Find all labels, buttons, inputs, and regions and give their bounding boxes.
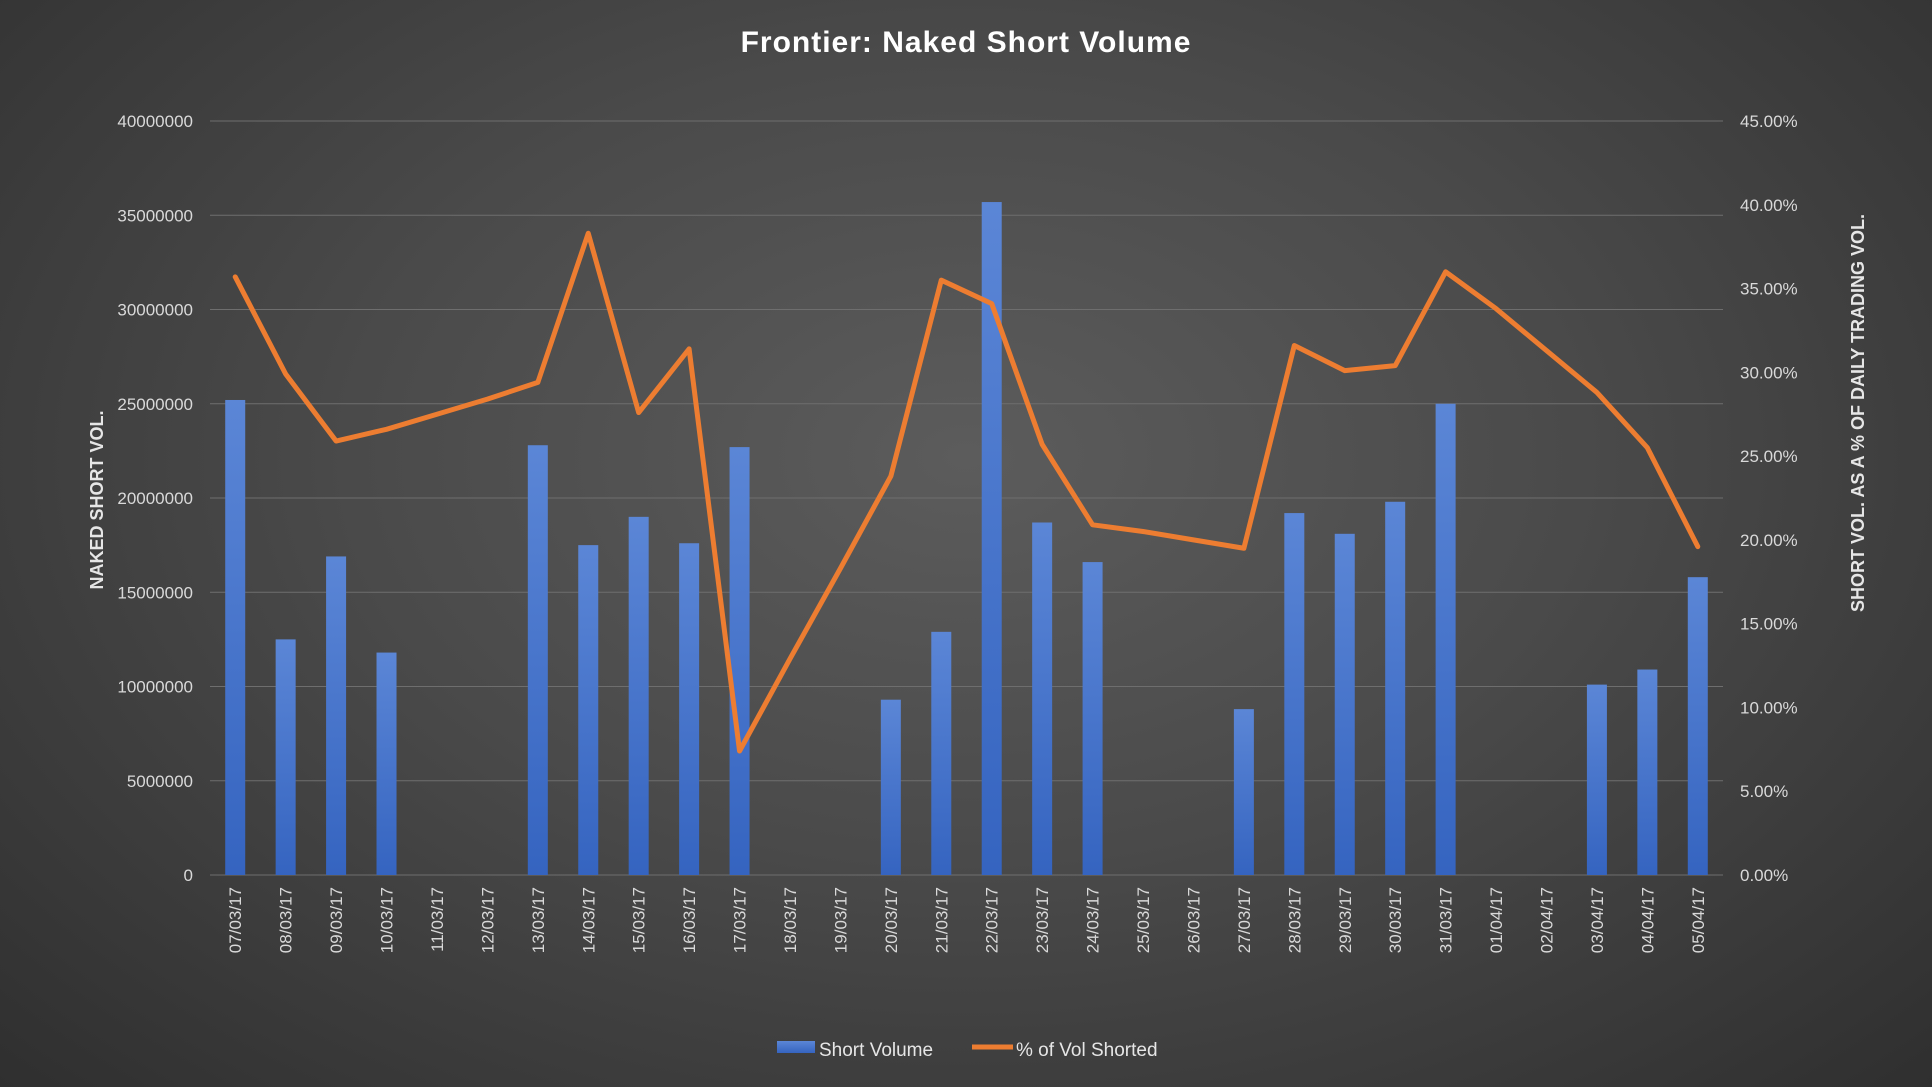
- short-volume-bar: [1284, 513, 1305, 875]
- x-tick-label: 26/03/17: [1184, 887, 1203, 953]
- x-tick-label: 21/03/17: [932, 887, 951, 953]
- x-tick-label: 28/03/17: [1285, 887, 1304, 953]
- short-volume-bar: [1637, 669, 1658, 875]
- left-tick-label: 35000000: [117, 206, 193, 225]
- short-volume-bar: [578, 545, 599, 875]
- legend: Short Volume % of Vol Shorted: [777, 1040, 1158, 1061]
- x-tick-label: 29/03/17: [1336, 887, 1355, 953]
- right-tick-label: 35.00%: [1740, 280, 1798, 299]
- x-tick-label: 08/03/17: [277, 887, 296, 953]
- x-tick-label: 07/03/17: [226, 887, 245, 953]
- short-volume-bar: [1687, 577, 1708, 875]
- short-volume-bar: [1586, 684, 1607, 875]
- x-tick-label: 20/03/17: [882, 887, 901, 953]
- x-tick-label: 05/04/17: [1689, 887, 1708, 953]
- x-tick-label: 10/03/17: [378, 887, 397, 953]
- short-volume-bar: [729, 447, 750, 875]
- right-tick-label: 20.00%: [1740, 531, 1798, 550]
- right-axis-ticks: 0.00% 5.00% 10.00% 15.00% 20.00% 25.00% 30.00%…: [1740, 112, 1798, 885]
- left-tick-label: 20000000: [117, 489, 193, 508]
- left-tick-label: 15000000: [117, 583, 193, 602]
- x-tick-label: 04/04/17: [1638, 887, 1657, 953]
- x-tick-label: 03/04/17: [1588, 887, 1607, 953]
- x-tick-label: 31/03/17: [1437, 887, 1456, 953]
- short-volume-bar: [628, 516, 649, 875]
- chart-title: Frontier: Naked Short Volume: [741, 26, 1192, 59]
- x-tick-label: 13/03/17: [529, 887, 548, 953]
- short-volume-bar: [679, 543, 700, 875]
- short-volume-bar: [1233, 709, 1254, 875]
- x-tick-label: 17/03/17: [731, 887, 750, 953]
- x-tick-label: 09/03/17: [327, 887, 346, 953]
- left-tick-label: 0: [184, 866, 193, 885]
- right-tick-label: 25.00%: [1740, 447, 1798, 466]
- pct-shorted-line: [232, 230, 1701, 754]
- short-volume-bar: [931, 631, 952, 875]
- legend-swatch-short-volume: [777, 1041, 815, 1053]
- right-tick-label: 40.00%: [1740, 196, 1798, 215]
- x-tick-label: 25/03/17: [1134, 887, 1153, 953]
- short-volume-bar: [1334, 533, 1355, 875]
- x-tick-label: 30/03/17: [1386, 887, 1405, 953]
- left-tick-label: 10000000: [117, 678, 193, 697]
- x-tick-label: 27/03/17: [1235, 887, 1254, 953]
- right-tick-label: 10.00%: [1740, 698, 1798, 717]
- line-series: [232, 230, 1701, 754]
- right-tick-label: 15.00%: [1740, 615, 1798, 634]
- x-axis-ticks: 07/03/17 08/03/17 09/03/17 10/03/17 11/03/17…: [226, 887, 1708, 953]
- right-tick-label: 45.00%: [1740, 112, 1798, 131]
- short-volume-bar: [1032, 522, 1053, 875]
- gridlines: [210, 120, 1723, 876]
- right-tick-label: 30.00%: [1740, 363, 1798, 382]
- right-axis-title: SHORT VOL. AS A % OF DAILY TRADING VOL.: [1848, 214, 1868, 612]
- left-tick-label: 5000000: [127, 772, 193, 791]
- x-tick-label: 15/03/17: [630, 887, 649, 953]
- left-tick-label: 40000000: [117, 112, 193, 131]
- x-tick-label: 14/03/17: [579, 887, 598, 953]
- x-tick-label: 19/03/17: [831, 887, 850, 953]
- left-tick-label: 30000000: [117, 301, 193, 320]
- right-tick-label: 5.00%: [1740, 782, 1788, 801]
- short-volume-bar: [1385, 501, 1406, 875]
- x-tick-label: 02/04/17: [1537, 887, 1556, 953]
- short-volume-bar: [981, 202, 1002, 875]
- short-volume-bar: [326, 556, 347, 875]
- left-tick-label: 25000000: [117, 395, 193, 414]
- bar-series: [225, 202, 1708, 875]
- x-tick-label: 18/03/17: [781, 887, 800, 953]
- left-axis-title: NAKED SHORT VOL.: [87, 410, 107, 589]
- legend-label-pct-shorted: % of Vol Shorted: [1016, 1040, 1158, 1061]
- short-volume-bar: [527, 445, 548, 875]
- short-volume-bar: [1435, 403, 1456, 875]
- short-volume-bar: [376, 652, 397, 875]
- short-volume-bar: [275, 639, 296, 875]
- x-tick-label: 24/03/17: [1084, 887, 1103, 953]
- legend-label-short-volume: Short Volume: [819, 1040, 933, 1061]
- right-tick-label: 0.00%: [1740, 866, 1788, 885]
- left-axis-ticks: 0 5000000 10000000 15000000 20000000 25000000…: [117, 112, 193, 885]
- x-tick-label: 01/04/17: [1487, 887, 1506, 953]
- x-tick-label: 22/03/17: [983, 887, 1002, 953]
- short-volume-bar: [1082, 562, 1103, 875]
- short-volume-bar: [225, 399, 246, 875]
- x-tick-label: 23/03/17: [1033, 887, 1052, 953]
- x-tick-label: 12/03/17: [478, 887, 497, 953]
- x-tick-label: 11/03/17: [428, 887, 447, 952]
- short-volume-bar: [880, 699, 901, 875]
- x-tick-label: 16/03/17: [680, 887, 699, 953]
